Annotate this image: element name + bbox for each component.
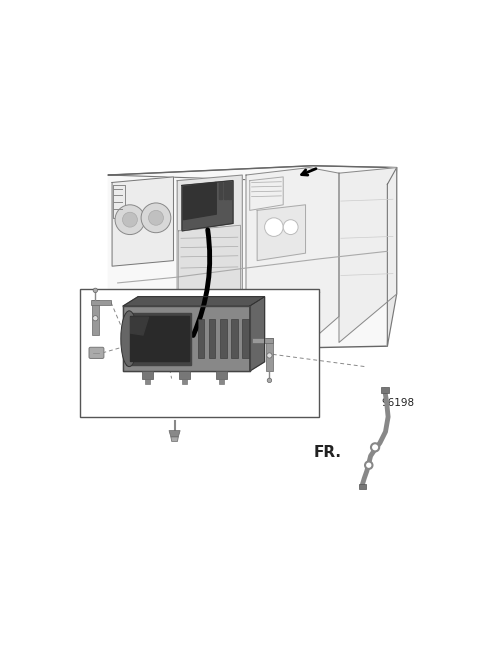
Polygon shape (339, 167, 396, 342)
Polygon shape (126, 313, 192, 365)
Polygon shape (171, 437, 178, 441)
Text: 1018AD: 1018AD (156, 291, 198, 301)
FancyBboxPatch shape (89, 347, 104, 358)
Polygon shape (177, 175, 242, 298)
Text: 96140W: 96140W (170, 342, 214, 352)
Polygon shape (108, 166, 396, 352)
Polygon shape (142, 371, 153, 379)
Polygon shape (250, 297, 264, 371)
Polygon shape (246, 167, 339, 342)
Circle shape (267, 378, 272, 382)
Polygon shape (198, 319, 204, 358)
FancyBboxPatch shape (158, 348, 173, 359)
Polygon shape (182, 379, 187, 384)
Text: 96173: 96173 (149, 342, 182, 352)
Polygon shape (183, 182, 216, 220)
Polygon shape (359, 484, 366, 489)
Circle shape (267, 353, 272, 358)
Circle shape (264, 218, 283, 236)
Circle shape (122, 213, 137, 227)
Ellipse shape (121, 311, 138, 367)
Circle shape (371, 443, 379, 451)
Polygon shape (228, 182, 231, 199)
Text: FR.: FR. (314, 445, 342, 460)
Polygon shape (387, 167, 396, 346)
Polygon shape (182, 180, 233, 231)
Polygon shape (220, 319, 227, 358)
Polygon shape (219, 379, 225, 384)
Polygon shape (252, 338, 273, 343)
Polygon shape (92, 300, 99, 335)
Polygon shape (145, 379, 150, 384)
Circle shape (93, 288, 97, 293)
Polygon shape (123, 306, 250, 371)
Circle shape (141, 203, 171, 233)
Polygon shape (242, 319, 249, 358)
Polygon shape (381, 387, 389, 393)
Polygon shape (219, 182, 222, 199)
Polygon shape (216, 371, 228, 379)
Polygon shape (108, 166, 396, 184)
Polygon shape (224, 182, 227, 199)
Text: 96198: 96198 (382, 398, 415, 408)
Polygon shape (131, 317, 148, 335)
Text: 96155E: 96155E (263, 357, 302, 367)
Text: 96173: 96173 (86, 357, 120, 367)
Polygon shape (91, 300, 111, 305)
Circle shape (365, 461, 372, 469)
Polygon shape (130, 316, 190, 361)
Polygon shape (178, 225, 240, 297)
Polygon shape (209, 319, 216, 358)
Bar (81, 289, 319, 417)
Circle shape (93, 316, 98, 321)
Polygon shape (179, 371, 190, 379)
Circle shape (148, 211, 163, 225)
Polygon shape (112, 177, 173, 266)
Polygon shape (257, 205, 305, 260)
Polygon shape (231, 319, 238, 358)
Circle shape (115, 205, 145, 235)
Text: 96155D: 96155D (97, 396, 138, 405)
Polygon shape (266, 338, 273, 371)
Polygon shape (169, 430, 180, 437)
Polygon shape (123, 297, 264, 306)
Circle shape (283, 220, 298, 235)
